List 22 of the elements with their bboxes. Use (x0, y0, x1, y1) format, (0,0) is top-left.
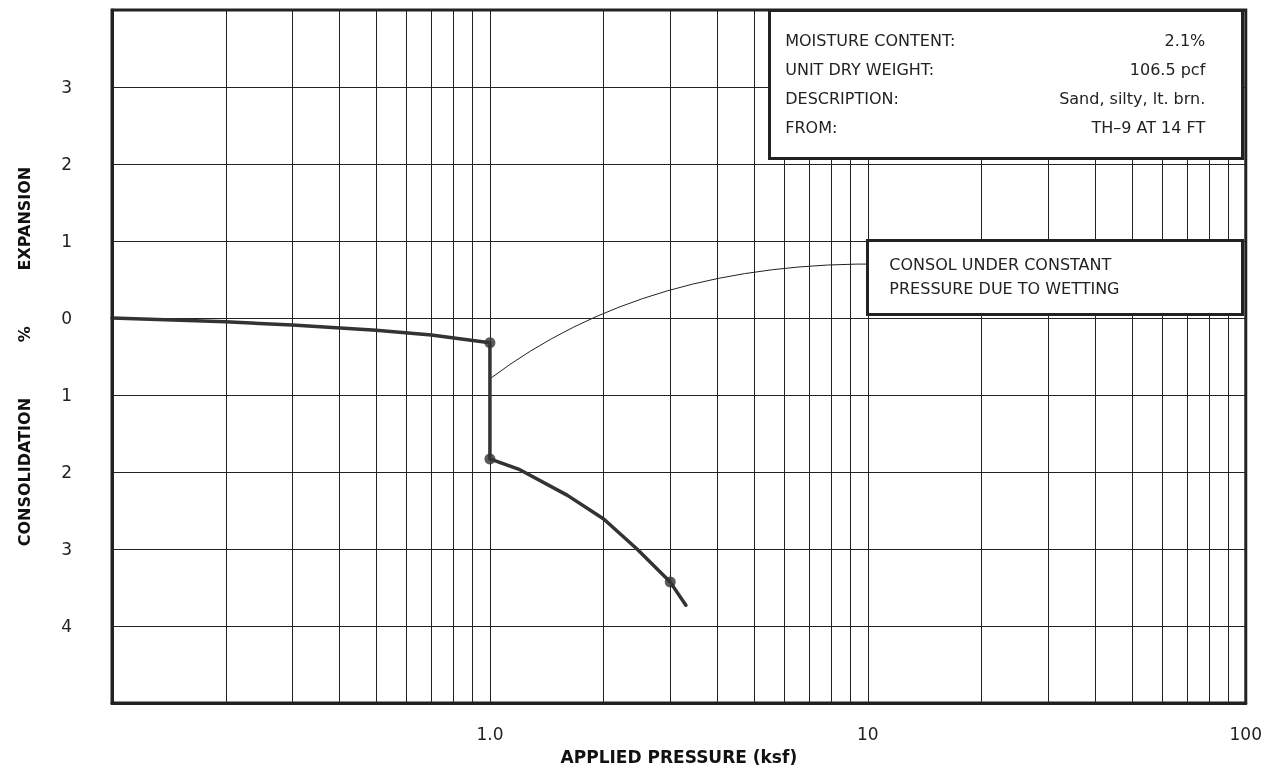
y-tick-label: 1 (61, 385, 72, 405)
x-tick-label: 1.0 (476, 723, 504, 744)
annotation: UNIT DRY WEIGHT: (785, 58, 935, 81)
y-tick-label: 3 (61, 539, 72, 559)
annotation: FROM: (785, 116, 838, 139)
y-tick-label: 1 (61, 231, 72, 251)
x-tick-label: 10 (857, 723, 879, 744)
annotation: DESCRIPTION: (785, 87, 899, 110)
y-tick-label: 2 (61, 462, 72, 482)
y-tick-label: 3 (61, 77, 72, 97)
y-tick-label: 2 (61, 154, 72, 174)
annotation: Sand, silty, lt. brn. (1059, 87, 1206, 110)
y-axis-title: CONSOLIDATION % EXPANSION (14, 166, 34, 547)
note-box: CONSOL UNDER CONSTANT PRESSURE DUE TO WETTING (866, 238, 1245, 316)
annotation: MOISTURE CONTENT: (785, 29, 956, 52)
y-tick-label: 0 (61, 308, 72, 328)
annotation: 2.1% (1164, 29, 1206, 52)
annotation: TH–9 AT 14 FT (1091, 116, 1206, 139)
annotation: 106.5 pcf (1129, 58, 1206, 81)
x-axis-title: APPLIED PRESSURE (ksf) (560, 746, 798, 767)
x-tick-label: 100 (1229, 723, 1262, 744)
y-tick-label: 4 (61, 616, 72, 636)
